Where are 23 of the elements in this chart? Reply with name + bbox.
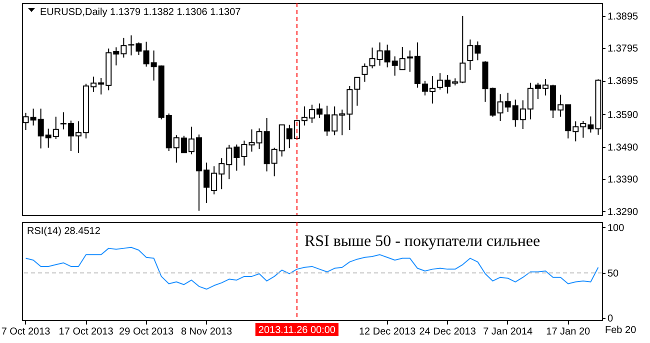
x-tick-label: 29 Oct 2013 xyxy=(119,326,174,338)
chart-title: RSI(14) 28.4512 xyxy=(27,226,101,237)
y-tick-label: 0 xyxy=(608,314,614,325)
x-tick-label: 7 Oct 2013 xyxy=(1,326,51,338)
x-tick-label: 17 Jan 20 xyxy=(546,326,590,338)
y-tick-label: 1.3590 xyxy=(608,110,639,121)
y-tick-label: 1.3695 xyxy=(608,76,639,88)
annotation: RSI выше 50 - покупатели сильнее xyxy=(304,233,540,250)
x-tick-label: 8 Nov 2013 xyxy=(180,326,233,338)
x-tick-label: 2013.11.26 00:00 xyxy=(258,325,336,336)
y-tick-label: 1.3290 xyxy=(608,206,639,218)
text: Feb 20 xyxy=(605,325,637,336)
y-tick-label: 1.3895 xyxy=(608,11,639,22)
x-tick-label: 24 Dec 2013 xyxy=(419,326,476,338)
x-tick-label: 17 Oct 2013 xyxy=(58,326,114,338)
chart-title: EURUSD,Daily 1.1379 1.1382 1.1306 1.1307 xyxy=(40,7,242,18)
y-tick-label: 1.3490 xyxy=(608,142,639,154)
y-tick-label: 1.3390 xyxy=(608,174,639,186)
y-tick-label: 1.3795 xyxy=(608,44,639,55)
y-tick-label: 50 xyxy=(608,268,620,280)
x-tick-label: 7 Jan 2014 xyxy=(483,326,534,338)
y-tick-label: 100 xyxy=(608,222,625,234)
x-tick-label: 12 Dec 2013 xyxy=(358,326,416,338)
